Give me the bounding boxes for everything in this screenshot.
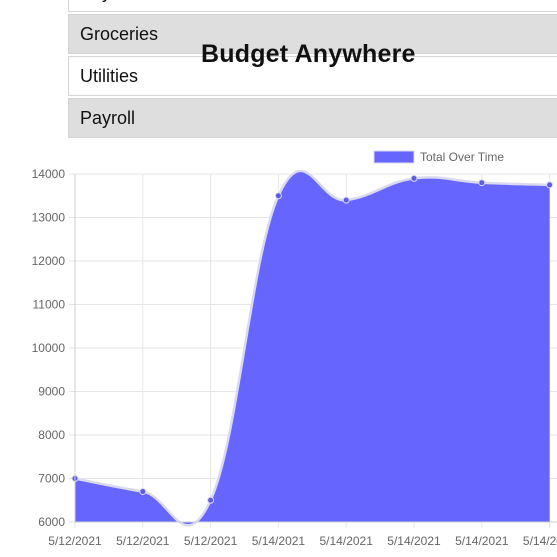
category-list: Payroll Groceries Utilities Payroll (68, 0, 557, 140)
list-item-label: Utilities (80, 65, 139, 86)
x-tick-label: 5/14/2021 (455, 534, 509, 548)
total-over-time-chart: 6000 7000 8000 9000 10000 11000 12000 13000 1400… (0, 140, 557, 557)
data-point[interactable] (478, 179, 486, 187)
data-point[interactable] (342, 196, 350, 204)
x-tick-label: 5/12/2021 (184, 534, 238, 548)
y-tick-label: 13000 (32, 211, 66, 225)
x-tick-label: 5/12/2021 (116, 534, 170, 548)
data-point[interactable] (139, 488, 147, 496)
app-title: Budget Anywhere (201, 40, 416, 68)
y-tick-label: 12000 (32, 254, 66, 268)
data-point[interactable] (410, 174, 418, 182)
legend-swatch[interactable] (373, 150, 415, 164)
x-tick-label: 5/14/2021 (523, 534, 557, 548)
y-tick-label: 11000 (33, 298, 66, 312)
data-point[interactable] (546, 181, 554, 189)
y-tick-label: 8000 (38, 428, 65, 442)
list-item-label: Groceries (80, 23, 159, 44)
y-tick-label: 7000 (38, 472, 65, 486)
list-item-label: Payroll (80, 107, 136, 128)
x-tick-label: 5/14/2021 (252, 534, 306, 548)
series-area (75, 170, 550, 526)
list-item-label: Payroll (80, 0, 135, 3)
y-tick-label: 6000 (38, 515, 65, 529)
y-tick-label: 10000 (32, 341, 66, 355)
list-item[interactable]: Utilities (68, 56, 557, 96)
x-tick-label: 5/14/2021 (320, 534, 374, 548)
list-item[interactable]: Payroll (68, 0, 557, 12)
x-tick-label: 5/12/2021 (48, 534, 102, 548)
list-item[interactable]: Payroll (68, 98, 557, 138)
chart-svg: 6000 7000 8000 9000 10000 11000 12000 13000 1400… (32, 150, 557, 548)
data-point[interactable] (207, 496, 215, 504)
data-point[interactable] (274, 192, 282, 200)
list-item[interactable]: Groceries (68, 14, 557, 54)
y-tick-label: 14000 (32, 167, 66, 181)
x-tick-label: 5/14/2021 (387, 534, 441, 548)
y-tick-label: 9000 (38, 385, 65, 399)
legend-label[interactable]: Total Over Time (420, 150, 504, 164)
